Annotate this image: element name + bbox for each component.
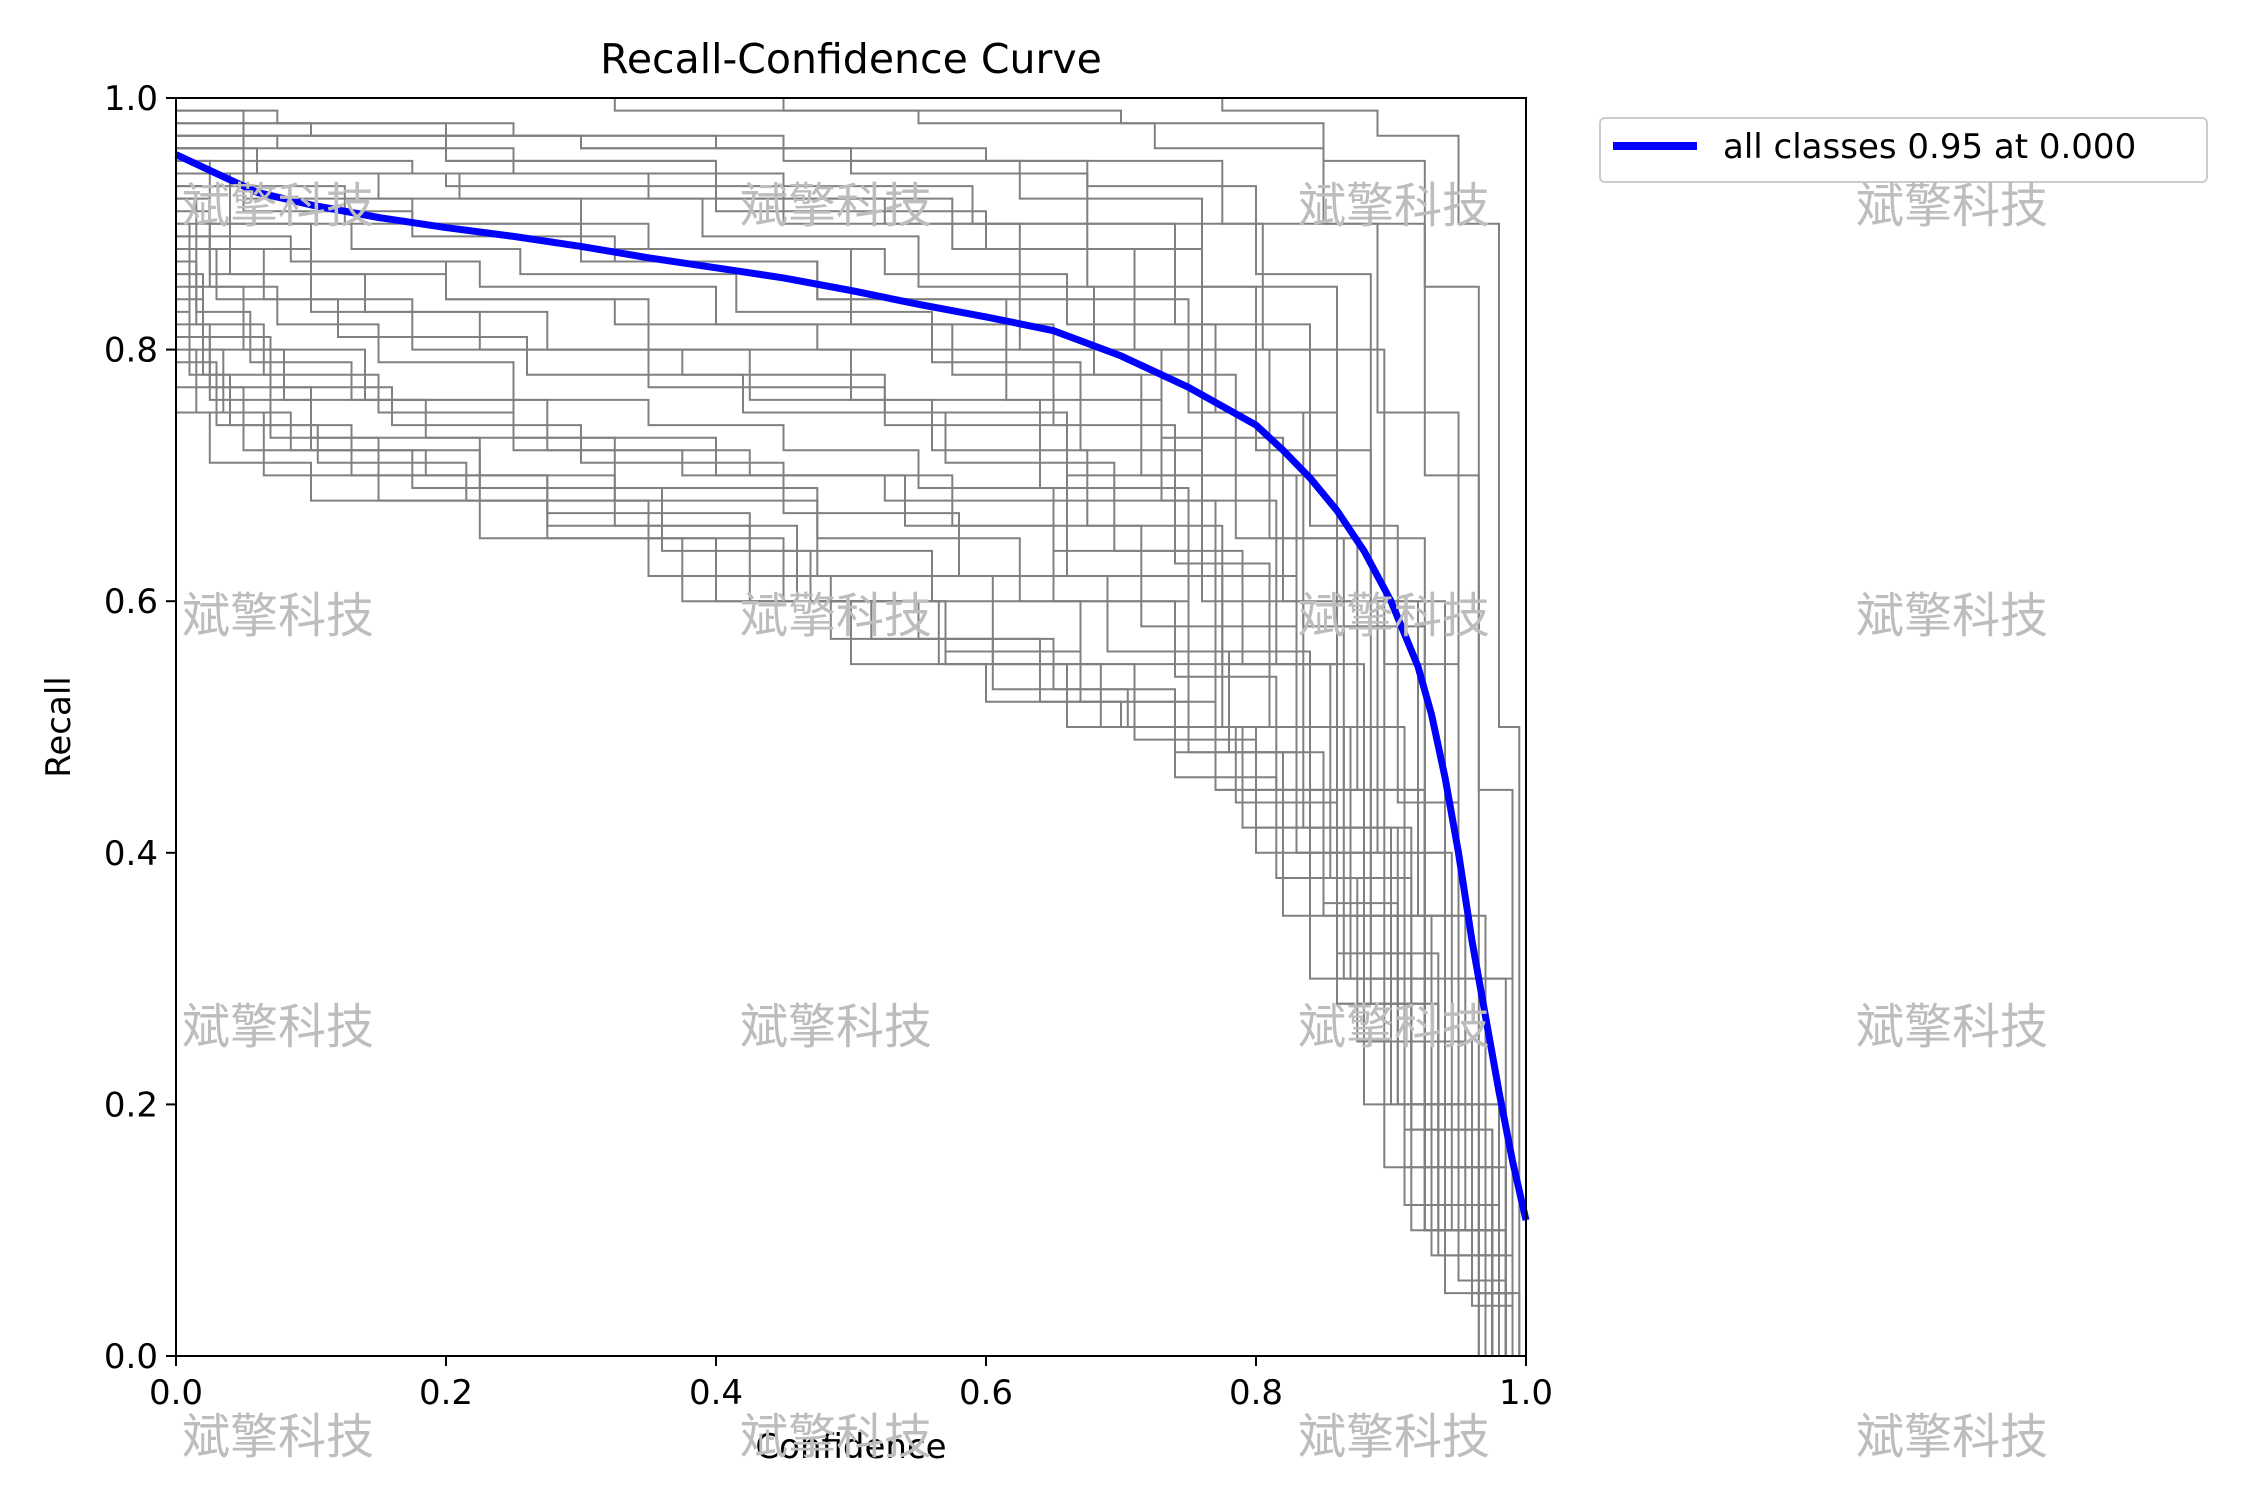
class-curve-29 — [176, 411, 1526, 1357]
y-tick-label: 0.8 — [104, 331, 158, 371]
y-tick-label: 0.0 — [104, 1337, 158, 1377]
x-axis-title: Confidence — [755, 1427, 946, 1467]
class-curve-40 — [176, 235, 1526, 1357]
y-tick-label: 1.0 — [104, 79, 158, 119]
y-axis-title: Recall — [39, 676, 79, 777]
watermark-text: 斌擎科技 — [740, 999, 932, 1055]
plot-area — [174, 97, 1530, 1357]
legend: all classes 0.95 at 0.000 — [1599, 117, 2208, 183]
watermark-text: 斌擎科技 — [182, 999, 374, 1055]
watermark-text: 斌擎科技 — [1298, 588, 1490, 644]
watermark-text: 斌擎科技 — [1856, 178, 2048, 234]
class-curve-22 — [176, 235, 1526, 1357]
series-line-all-classes — [174, 151, 1530, 1221]
class-curve-37 — [176, 273, 1526, 1357]
watermark-text: 斌擎科技 — [1856, 999, 2048, 1055]
watermark-text: 斌擎科技 — [1298, 999, 1490, 1055]
x-tick-label: 0.0 — [149, 1373, 203, 1413]
y-tick-label: 0.4 — [104, 834, 158, 874]
watermark-text: 斌擎科技 — [182, 178, 374, 234]
x-axis: 0.0 0.2 0.4 0.6 0.8 1.0 — [149, 1356, 1553, 1413]
x-tick-label: 0.6 — [959, 1373, 1013, 1413]
watermark-text: 斌擎科技 — [740, 588, 932, 644]
y-axis: 0.0 0.2 0.4 0.6 0.8 1.0 — [104, 79, 176, 1377]
class-curve-21 — [176, 159, 1526, 1357]
watermark-text: 斌擎科技 — [1298, 1409, 1490, 1465]
x-tick-label: 0.8 — [1229, 1373, 1283, 1413]
y-tick-label: 0.2 — [104, 1085, 158, 1125]
legend-label: all classes 0.95 at 0.000 — [1723, 127, 2136, 167]
chart-title: Recall-Confidence Curve — [600, 35, 1102, 83]
x-tick-label: 0.2 — [419, 1373, 473, 1413]
watermark-text: 斌擎科技 — [1298, 178, 1490, 234]
plot-frame — [175, 97, 1527, 1357]
class-curve-38 — [176, 109, 1526, 1357]
class-curve-36 — [176, 248, 1526, 1357]
class-curves — [176, 97, 1526, 1357]
watermark-text: 斌擎科技 — [1856, 588, 2048, 644]
x-tick-label: 1.0 — [1499, 1373, 1553, 1413]
watermark-text: 斌擎科技 — [1856, 1409, 2048, 1465]
watermark-text: 斌擎科技 — [740, 178, 932, 234]
y-tick-label: 0.6 — [104, 582, 158, 622]
legend-box — [1599, 117, 2208, 183]
x-tick-label: 0.4 — [689, 1373, 743, 1413]
class-curve-19 — [176, 97, 1526, 1357]
watermark-text: 斌擎科技 — [182, 1409, 374, 1465]
main-series — [174, 151, 1530, 1221]
watermark-text: 斌擎科技 — [182, 588, 374, 644]
watermark-text: 斌擎科技 — [740, 1409, 932, 1465]
